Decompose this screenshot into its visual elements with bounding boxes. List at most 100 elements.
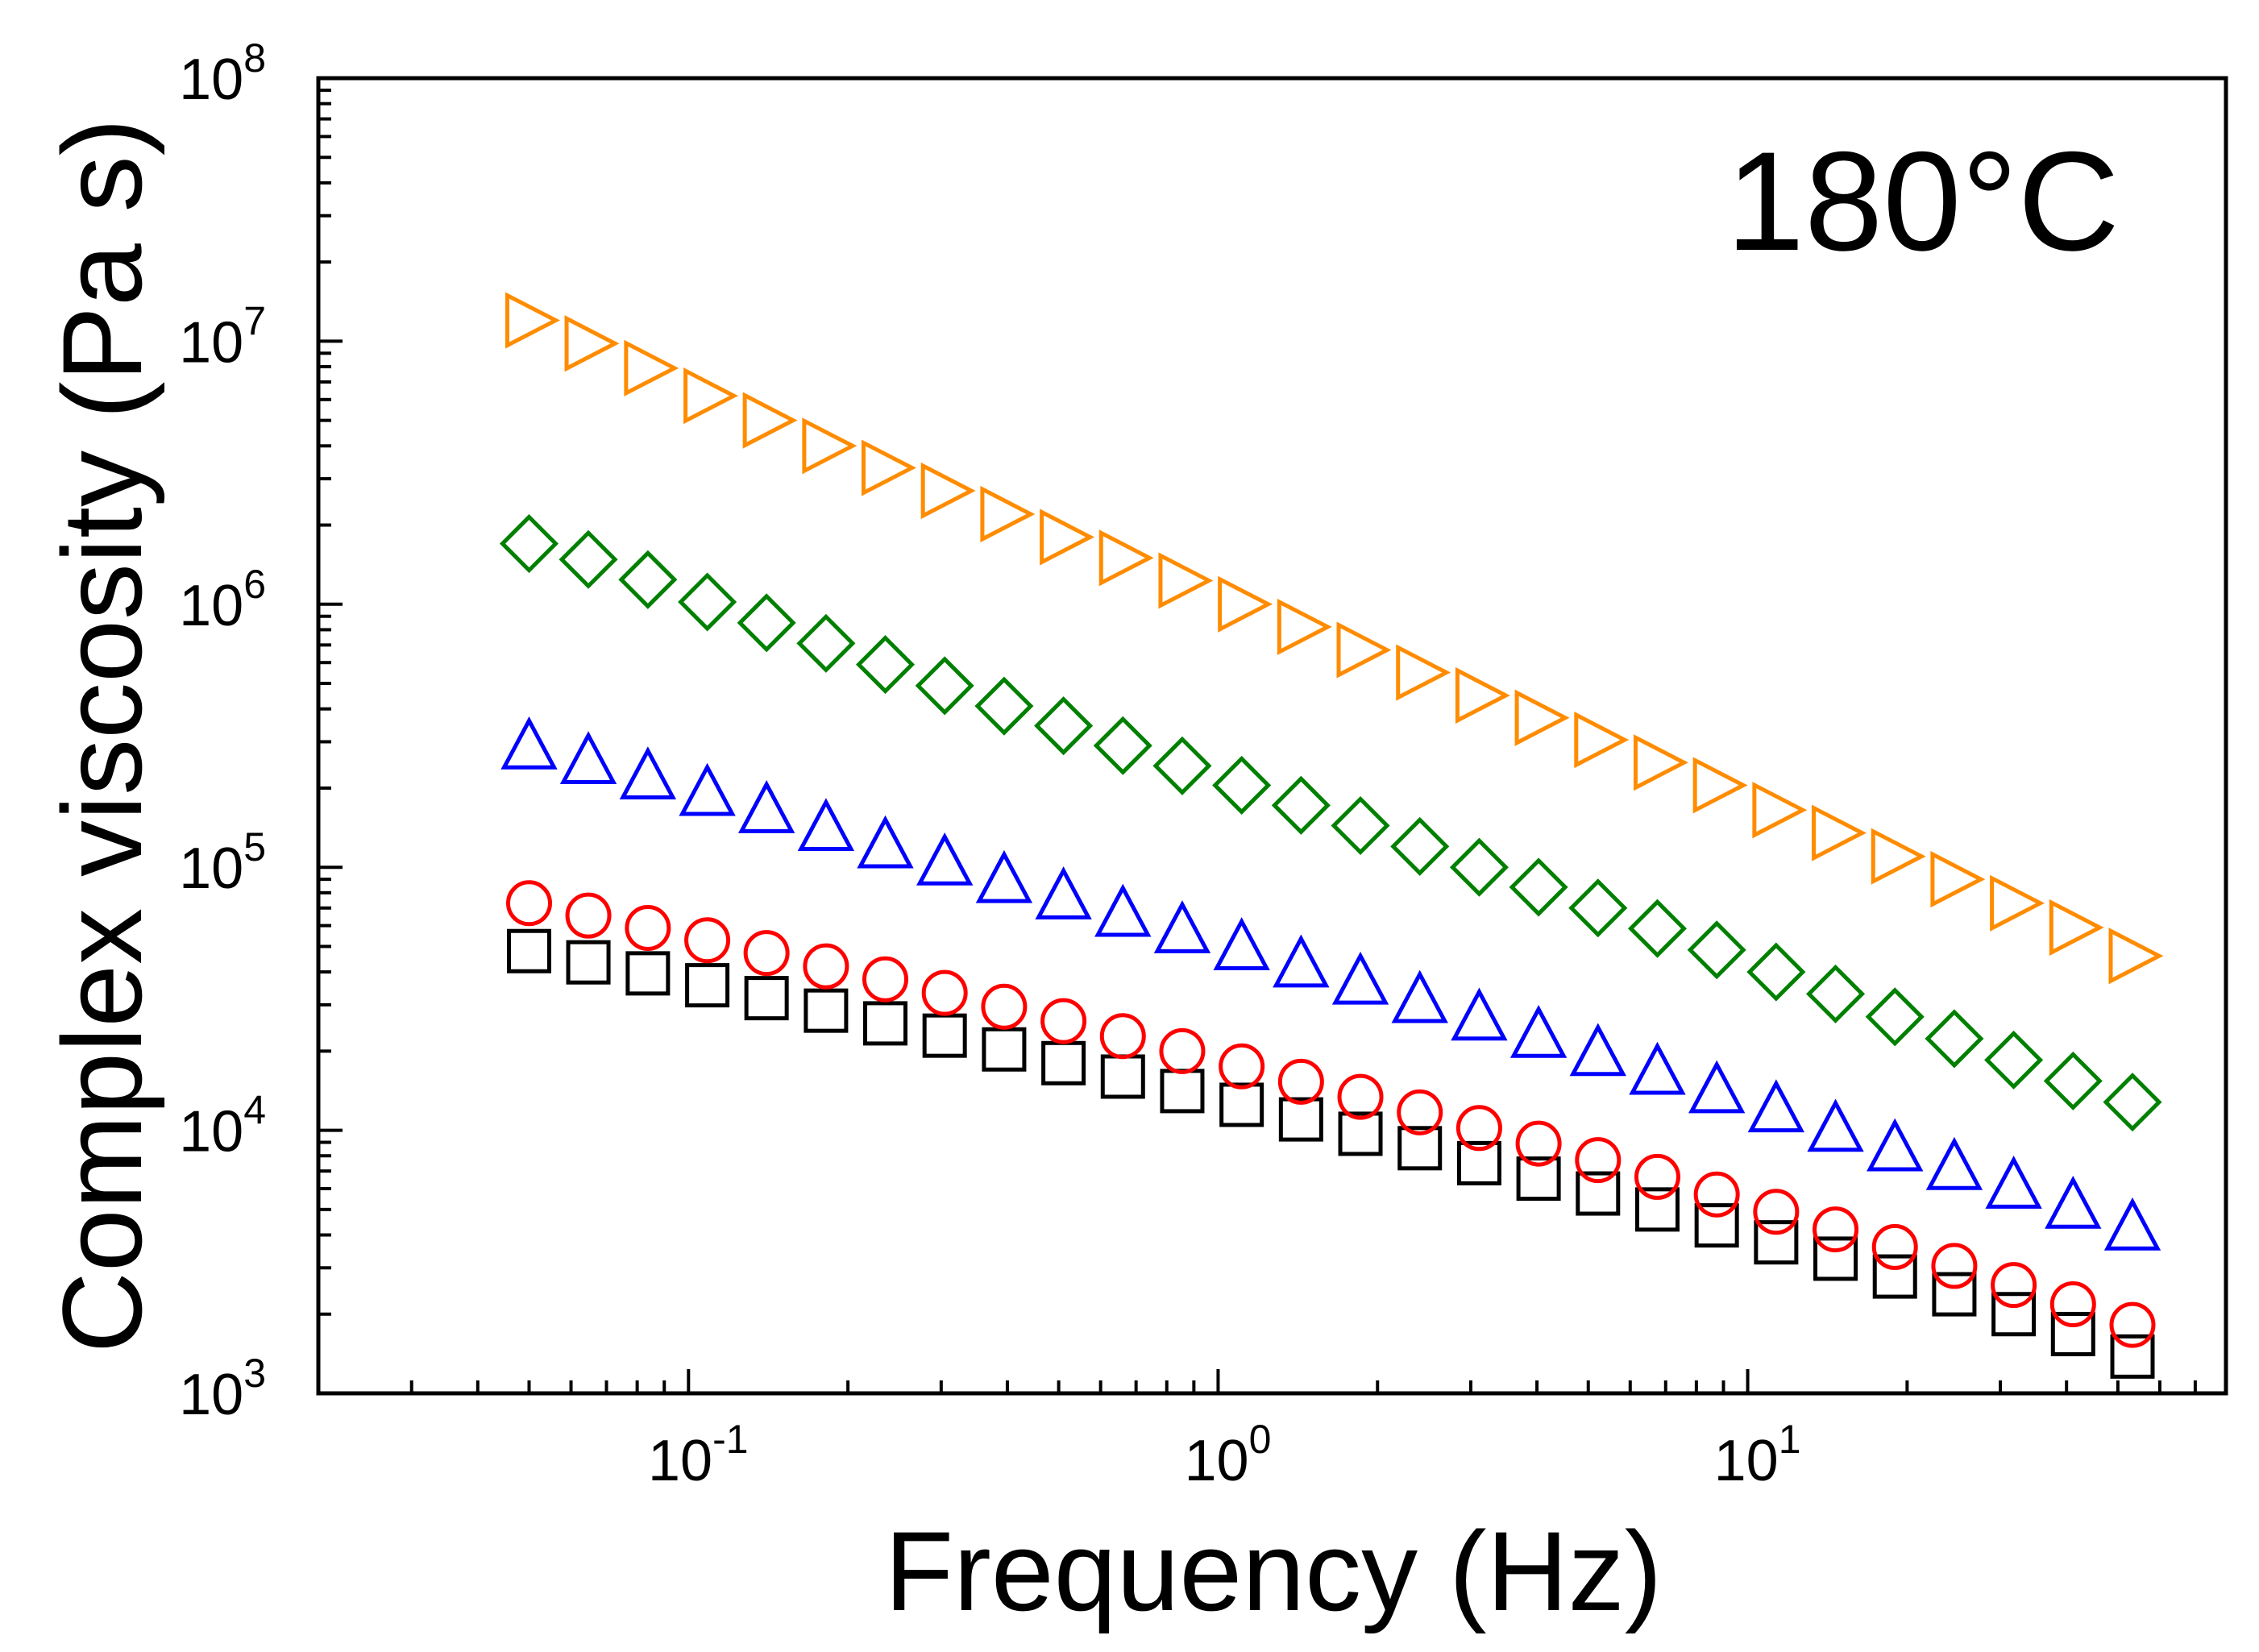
series-1-point	[1991, 1292, 2037, 1337]
series-5-point	[862, 439, 916, 496]
y-tick-label: 107	[179, 298, 266, 375]
series-3-point	[1035, 866, 1092, 919]
series-3-point	[2045, 1175, 2102, 1229]
x-axis-label: Frequency (Hz)	[885, 1508, 1663, 1634]
series-4-point	[1390, 816, 1450, 876]
series-1-point	[1634, 1187, 1680, 1232]
series-5-point	[1098, 529, 1154, 587]
series-5-point	[1930, 851, 1986, 908]
series-1-point	[1932, 1272, 1977, 1317]
series-3-point	[1569, 1023, 1626, 1077]
series-4-point	[855, 635, 916, 695]
series-1-point	[625, 951, 671, 996]
x-tick-label: 101	[1714, 1417, 1801, 1493]
series-1-point	[566, 940, 611, 985]
series-3-point	[619, 746, 677, 800]
series-3-point	[1688, 1060, 1746, 1114]
series-3-point	[1391, 969, 1448, 1023]
series-1-point	[1516, 1156, 1561, 1202]
series-1-point	[1456, 1140, 1501, 1185]
series-1-point	[685, 963, 730, 1008]
series-5-point	[802, 417, 858, 475]
series-3-point	[1925, 1136, 1983, 1190]
series-1-point	[506, 928, 551, 973]
series-1-point	[1576, 1171, 1621, 1216]
series-5-point	[1990, 874, 2045, 932]
series-2-point	[1219, 1043, 1265, 1090]
series-2-point	[1397, 1089, 1443, 1135]
series-3-point	[1213, 917, 1270, 970]
series-4-point	[737, 593, 796, 653]
y-tick-label: 106	[179, 562, 266, 638]
series-4-point	[974, 676, 1034, 736]
data-markers	[499, 292, 2164, 1379]
series-2-point	[625, 904, 671, 951]
y-tick-label: 105	[179, 824, 266, 901]
series-4-point	[1449, 837, 1509, 897]
series-4-point	[618, 550, 678, 609]
series-4-point	[678, 572, 737, 632]
series-5-point	[920, 462, 976, 520]
series-1-point	[2050, 1311, 2095, 1356]
series-1-point	[1397, 1126, 1443, 1171]
series-5-point	[1633, 734, 1688, 791]
series-5-point	[980, 485, 1036, 543]
series-5-point	[1871, 828, 1926, 885]
x-tick-label: 10-1	[648, 1417, 749, 1493]
series-4-point	[1152, 736, 1212, 795]
series-2-point	[1575, 1137, 1622, 1184]
series-1-point	[2110, 1334, 2155, 1379]
series-2-point	[1040, 998, 1087, 1044]
series-2-point	[862, 956, 909, 1002]
series-5-point	[683, 367, 739, 425]
series-4-point	[1568, 878, 1628, 938]
axis-ticks: 103 104 105 106 107 108 10-1 100 101	[179, 35, 2228, 1493]
series-2-point	[1871, 1223, 1918, 1270]
series-3-point	[559, 731, 617, 785]
series-5-point	[624, 339, 679, 396]
series-2-point	[2109, 1301, 2156, 1348]
series-3-point	[1273, 934, 1330, 988]
series-2-point	[1515, 1120, 1562, 1167]
series-3-point	[1867, 1118, 1924, 1172]
series-3-point	[737, 780, 795, 833]
series-3-point	[916, 832, 974, 886]
series-5-point	[564, 315, 620, 372]
series-4-point	[499, 514, 559, 574]
series-4-point	[1806, 964, 1866, 1023]
series-3-point	[1509, 1005, 1568, 1058]
plot-frame	[316, 76, 2228, 1396]
series-2-point	[1455, 1105, 1502, 1152]
series-2-point	[1337, 1073, 1384, 1120]
series-5-point	[1514, 689, 1570, 746]
series-4-point	[1865, 987, 1925, 1047]
series-5-point	[1692, 757, 1748, 814]
series-4-point	[1271, 775, 1331, 835]
series-3-point	[1629, 1041, 1686, 1095]
series-5-point	[1277, 598, 1332, 656]
series-2-point	[1753, 1189, 1800, 1235]
series-1-point	[1872, 1254, 1917, 1299]
series-4-point	[1331, 795, 1390, 856]
x-tick-label: 100	[1184, 1417, 1271, 1493]
series-3-point	[1807, 1098, 1864, 1152]
y-tick-label: 108	[179, 35, 266, 112]
y-axis-label: Complex viscosity (Pa s)	[39, 118, 165, 1354]
series-5-point	[1158, 552, 1214, 609]
series-1-point	[1694, 1203, 1739, 1248]
y-tick-label: 103	[179, 1351, 266, 1427]
series-2-point	[981, 983, 1028, 1030]
series-2-point	[1931, 1243, 1978, 1289]
series-3-point	[975, 849, 1033, 903]
series-1-point	[744, 976, 789, 1021]
series-5-point	[1812, 804, 1867, 861]
series-2-point	[2049, 1281, 2096, 1328]
series-4-point	[1093, 716, 1152, 775]
series-3-point	[1331, 951, 1389, 1005]
series-2-point	[743, 930, 790, 977]
series-1-point	[1219, 1082, 1264, 1127]
series-2-point	[684, 917, 731, 964]
series-2-markers	[505, 880, 2156, 1348]
series-1-point	[804, 988, 849, 1033]
